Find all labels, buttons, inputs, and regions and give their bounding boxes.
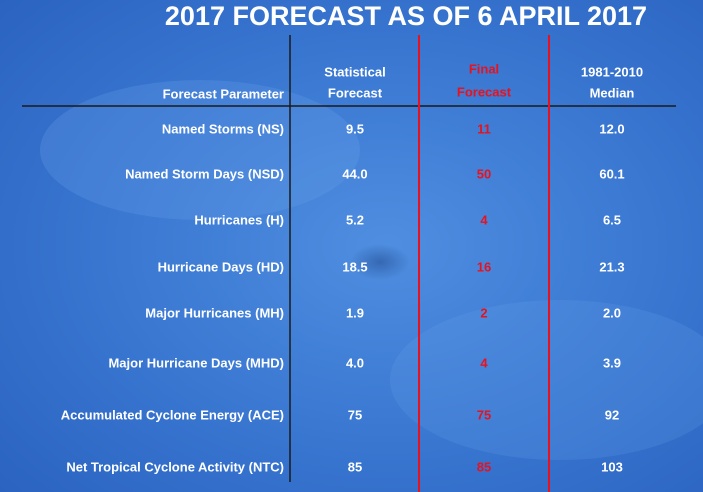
column-header: Statistical — [324, 64, 385, 79]
column-header: Final — [469, 61, 499, 76]
row-label: Named Storm Days (NSD) — [125, 166, 284, 181]
row-label: Major Hurricane Days (MHD) — [108, 355, 284, 370]
cell-value: 2.0 — [603, 305, 621, 320]
column-header: Median — [590, 85, 635, 100]
cell-value: 4 — [480, 355, 488, 370]
cell-value: 6.5 — [603, 212, 621, 227]
row-label: Hurricane Days (HD) — [158, 259, 284, 274]
cell-value: 3.9 — [603, 355, 621, 370]
cell-value: 44.0 — [342, 166, 367, 181]
cell-value: 2 — [480, 305, 487, 320]
cell-value: 16 — [477, 259, 491, 274]
row-label: Named Storms (NS) — [162, 121, 284, 136]
row-label: Hurricanes (H) — [194, 212, 284, 227]
cell-value: 92 — [605, 407, 619, 422]
cell-value: 50 — [477, 166, 491, 181]
background-eye — [350, 244, 410, 280]
background-cloud — [40, 80, 360, 220]
cell-value: 75 — [477, 407, 491, 422]
cell-value: 18.5 — [342, 259, 367, 274]
cell-value: 5.2 — [346, 212, 364, 227]
column-header: Forecast — [457, 84, 512, 99]
cell-value: 85 — [348, 459, 362, 474]
column-header: Forecast Parameter — [163, 86, 284, 101]
cell-value: 11 — [477, 121, 491, 136]
cell-value: 4.0 — [346, 355, 364, 370]
cell-value: 21.3 — [599, 259, 624, 274]
cell-value: 103 — [601, 459, 623, 474]
cell-value: 85 — [477, 459, 491, 474]
column-header: Forecast — [328, 85, 383, 100]
row-label: Net Tropical Cyclone Activity (NTC) — [66, 459, 284, 474]
cell-value: 9.5 — [346, 121, 364, 136]
cell-value: 4 — [480, 212, 488, 227]
cell-value: 1.9 — [346, 305, 364, 320]
column-header: 1981-2010 — [581, 64, 643, 79]
title: 2017 FORECAST AS OF 6 APRIL 2017 — [165, 1, 647, 31]
row-label: Accumulated Cyclone Energy (ACE) — [61, 407, 284, 422]
row-label: Major Hurricanes (MH) — [145, 305, 284, 320]
cell-value: 60.1 — [599, 166, 624, 181]
cell-value: 12.0 — [599, 121, 624, 136]
background-cloud — [390, 300, 703, 460]
cell-value: 75 — [348, 407, 362, 422]
